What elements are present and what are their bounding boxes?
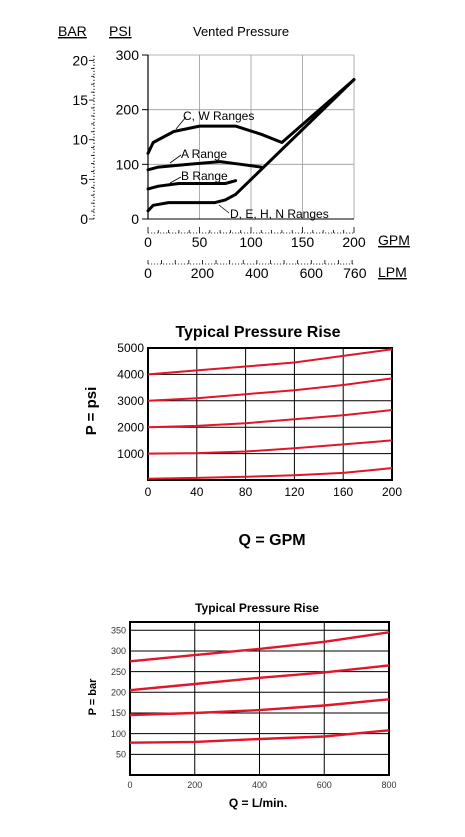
chart2-y-tick-label: 5000 xyxy=(117,341,144,355)
chart1-series-label-dehn: D, E, H, N Ranges xyxy=(230,207,329,221)
chart1-bar-tick-label: 0 xyxy=(80,211,88,227)
chart1-series-label-a: A Range xyxy=(181,147,227,161)
chart2-y-tick-label: 3000 xyxy=(117,394,144,408)
chart1-bar-tick-label: 10 xyxy=(72,132,88,148)
chart2-y-tick-label: 1000 xyxy=(117,447,144,461)
chart2-x-tick-label: 40 xyxy=(190,485,204,499)
chart3-y-tick-label: 300 xyxy=(111,646,126,656)
chart1-lpm-tick-label: 600 xyxy=(300,265,324,281)
chart3-y-tick-label: 350 xyxy=(111,625,126,635)
chart3-plot: 0 200 400 600 800 50 100 150 200 250 300 350 xyxy=(111,621,397,790)
chart2-x-tick-label: 160 xyxy=(333,485,353,499)
chart1-gpm-tick-label: 0 xyxy=(144,234,152,250)
chart1-lpm-tick-label: 0 xyxy=(144,265,152,281)
chart1-psi-tick-label: 200 xyxy=(116,102,140,118)
chart3-frame xyxy=(129,621,390,776)
chart2-x-tick-label: 80 xyxy=(239,485,253,499)
chart1-axes xyxy=(89,54,355,265)
chart3-x-tick-label: 600 xyxy=(317,780,332,790)
chart2-series-line-4 xyxy=(147,467,393,480)
chart3-y-axis-label: P = bar xyxy=(87,678,99,716)
chart3-title: Typical Pressure Rise xyxy=(195,601,319,615)
chart3-x-tick-label: 400 xyxy=(252,780,267,790)
chart1-psi-tick-label: 100 xyxy=(116,156,140,172)
vented-pressure-chart: BAR PSI Vented Pressure 0100200300051015… xyxy=(58,23,410,281)
chart1-gpm-tick-label: 50 xyxy=(192,234,208,250)
chart2-series-line-3 xyxy=(147,439,393,455)
chart1-lpm-tick-label: 400 xyxy=(245,265,269,281)
chart1-series-line-4 xyxy=(234,78,356,196)
chart1-gpm-tick-label: 150 xyxy=(291,234,315,250)
chart1-grid xyxy=(148,54,355,219)
chart2-x-axis-label: Q = GPM xyxy=(238,532,305,549)
chart3-y-tick-label: 50 xyxy=(116,749,126,759)
chart3-series-line-1 xyxy=(129,664,390,692)
chart2-y-tick-label: 2000 xyxy=(117,420,144,434)
chart1-series-label-b: B Range xyxy=(181,169,228,183)
chart1-unit-lpm: LPM xyxy=(378,264,407,280)
chart2-x-tick-label: 0 xyxy=(145,485,152,499)
chart1-psi-tick-label: 300 xyxy=(116,47,140,63)
chart3-series-line-2 xyxy=(129,698,390,717)
chart1-bar-tick-label: 5 xyxy=(80,171,88,187)
chart3-y-tick-label: 200 xyxy=(111,687,126,697)
chart3-series-line-0 xyxy=(129,631,390,663)
chart1-series-line-0 xyxy=(146,78,356,155)
chart1-unit-psi: PSI xyxy=(109,23,132,39)
chart1-series-line-3 xyxy=(146,192,238,213)
chart1-series-line-1 xyxy=(146,160,263,172)
chart3-series-line-3 xyxy=(129,729,390,744)
pressure-rise-psi-chart: Typical Pressure Rise 0 40 80 120 160 200 1000… xyxy=(83,324,402,549)
chart1-lpm-tick-label: 200 xyxy=(191,265,215,281)
chart2-frame xyxy=(147,347,393,481)
chart2-x-tick-label: 120 xyxy=(284,485,304,499)
chart3-y-tick-label: 150 xyxy=(111,708,126,718)
chart3-x-tick-label: 800 xyxy=(381,780,396,790)
chart1-unit-bar: BAR xyxy=(58,23,87,39)
chart2-y-axis-label: P = psi xyxy=(83,387,100,436)
chart1-title: Vented Pressure xyxy=(193,24,289,39)
chart1-gpm-tick-label: 100 xyxy=(239,234,263,250)
chart1-psi-tick-label: 0 xyxy=(131,211,139,227)
chart3-y-tick-label: 250 xyxy=(111,667,126,677)
chart1-unit-gpm: GPM xyxy=(378,232,410,248)
chart2-title: Typical Pressure Rise xyxy=(175,324,340,341)
chart2-y-tick-label: 4000 xyxy=(117,368,144,382)
chart1-lpm-tick-label: 760 xyxy=(343,265,367,281)
chart1-series-line-2 xyxy=(146,179,238,191)
chart3-x-tick-label: 0 xyxy=(127,780,132,790)
pressure-rise-bar-chart: Typical Pressure Rise 0 200 400 600 800 50 100… xyxy=(87,601,397,810)
chart3-x-tick-label: 200 xyxy=(187,780,202,790)
chart2-plot: 0 40 80 120 160 200 1000 2000 3000 4000 5000 xyxy=(117,341,402,499)
chart1-bar-tick-label: 15 xyxy=(72,92,88,108)
chart1-gpm-tick-label: 200 xyxy=(342,234,366,250)
chart2-series-line-0 xyxy=(147,348,393,376)
chart3-y-tick-label: 100 xyxy=(111,729,126,739)
chart2-series-line-1 xyxy=(147,377,393,402)
chart1-series-label-cw: C, W Ranges xyxy=(183,109,254,123)
chart3-x-axis-label: Q = L/min. xyxy=(229,796,287,810)
chart2-x-tick-label: 200 xyxy=(382,485,402,499)
chart1-series xyxy=(146,78,356,213)
chart1-bar-tick-label: 20 xyxy=(72,52,88,68)
chart2-series-line-2 xyxy=(147,409,393,429)
